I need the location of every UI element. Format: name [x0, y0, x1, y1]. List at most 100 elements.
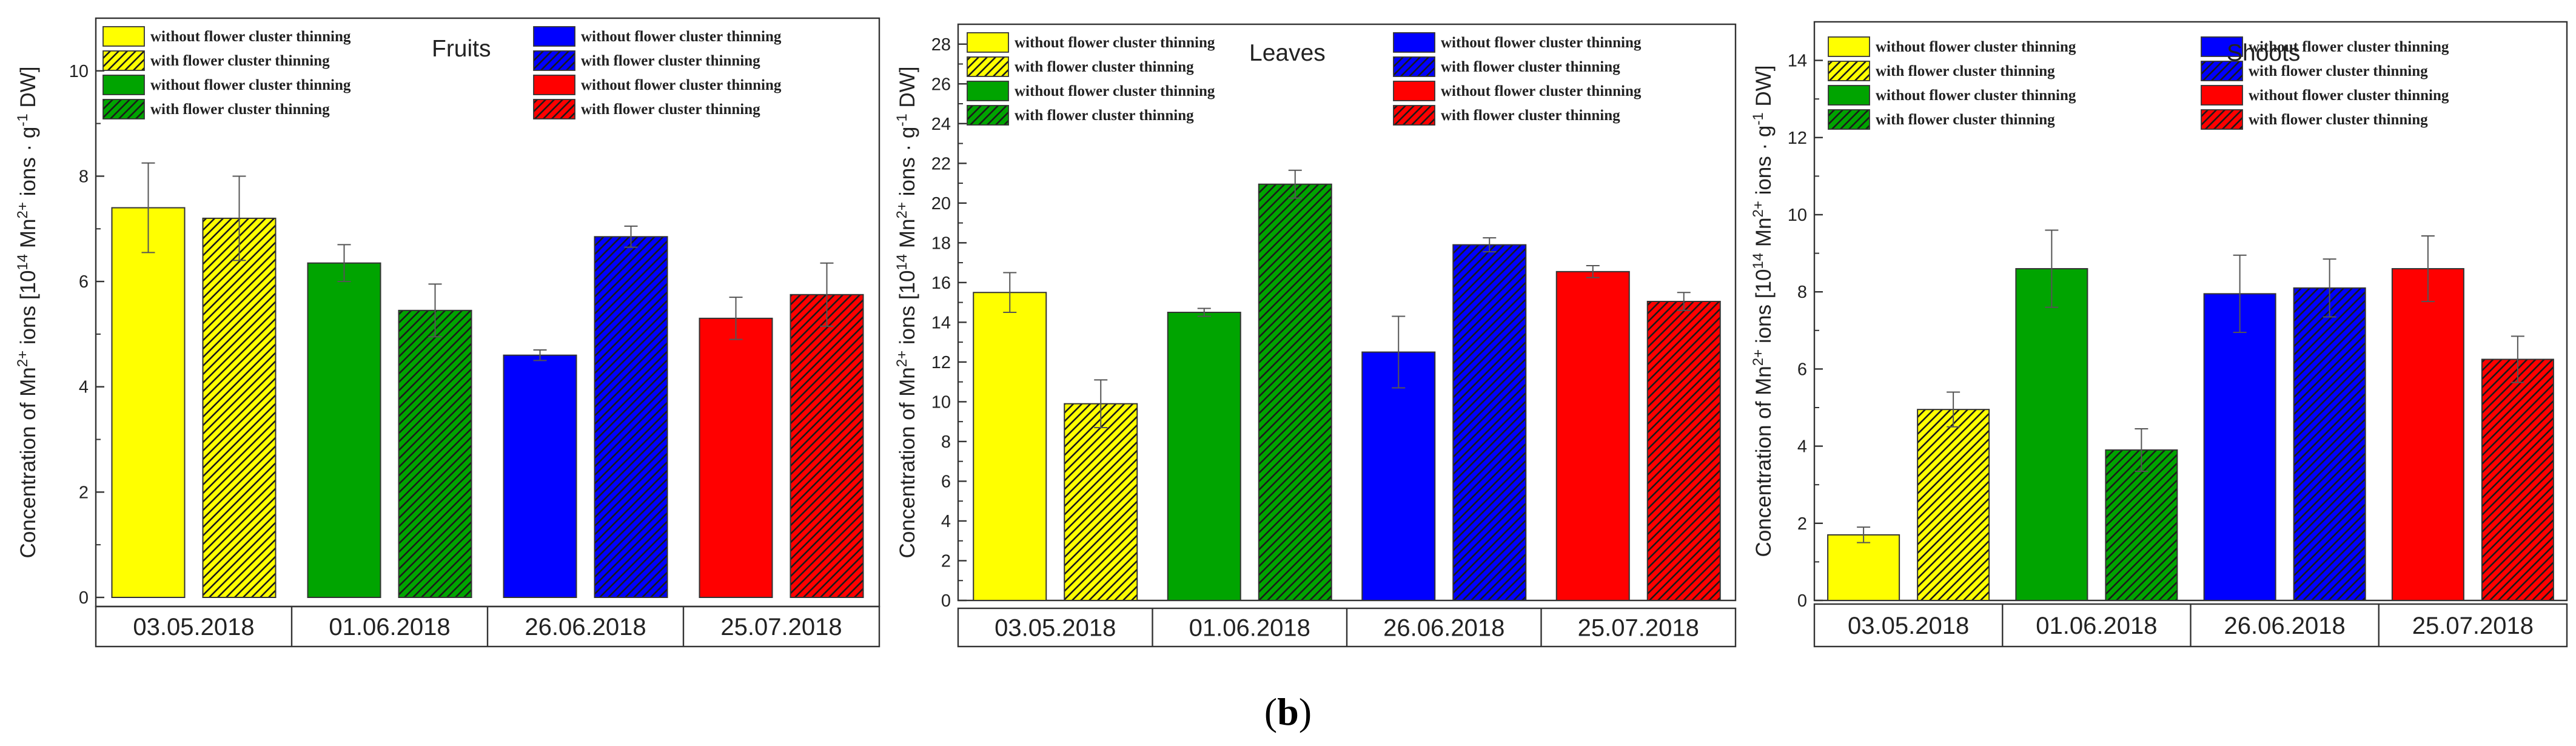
legend-label: with flower cluster thinning: [581, 53, 760, 69]
y-tick-label: 10: [69, 62, 89, 81]
bar-without-thinning-1: [973, 292, 1047, 601]
legend-label: without flower cluster thinning: [1015, 83, 1215, 99]
bar-with-thinning-4: [2481, 358, 2554, 601]
category-label: 03.05.2018: [1848, 613, 1969, 639]
legend-swatch-yellow-hatched: [1828, 61, 1870, 81]
figure-caption: (b): [1264, 690, 1312, 733]
bar-without-thinning-4: [1555, 271, 1630, 601]
legend-label: with flower cluster thinning: [1876, 63, 2055, 79]
y-tick-label: 8: [941, 432, 951, 452]
bar-without-thinning-1: [111, 207, 186, 598]
legend-label: with flower cluster thinning: [150, 101, 330, 118]
legend-swatch-yellow: [102, 26, 145, 47]
y-tick-label: 0: [1797, 591, 1807, 611]
legend-swatch-blue-hatched: [1393, 56, 1435, 77]
bar-with-thinning-3: [1452, 244, 1527, 602]
y-tick-label: 2: [79, 483, 89, 502]
y-tick-label: 28: [931, 35, 951, 55]
y-tick-label: 4: [941, 512, 951, 531]
legend-swatch-red: [2201, 85, 2243, 106]
plot-frame: [1813, 21, 2568, 602]
y-tick-label: 14: [931, 313, 951, 332]
bar-without-thinning-2: [307, 262, 381, 599]
legend-swatch-green: [1828, 85, 1870, 106]
y-tick-label: 26: [931, 75, 951, 94]
category-label: 26.06.2018: [1383, 615, 1504, 642]
y-tick-label: 22: [931, 154, 951, 173]
legend-swatch-red: [1393, 81, 1435, 101]
y-tick-label: 2: [941, 551, 951, 571]
y-tick-label: 14: [1788, 52, 1807, 71]
y-tick-label: 6: [79, 272, 89, 292]
y-tick-label: 8: [1797, 283, 1807, 302]
y-tick-label: 8: [79, 167, 89, 186]
bar-without-thinning-2: [1167, 312, 1241, 601]
y-tick-label: 6: [1797, 360, 1807, 379]
legend-swatch-yellow: [967, 32, 1009, 53]
bar-without-thinning-4: [2391, 268, 2464, 602]
legend-swatch-red: [533, 75, 575, 95]
y-tick-label: 0: [79, 588, 89, 608]
legend-label: without flower cluster thinning: [2249, 39, 2449, 55]
bar-with-thinning-1: [1064, 403, 1138, 601]
legend-label: without flower cluster thinning: [150, 77, 351, 93]
y-tick-label: 20: [931, 194, 951, 213]
category-label: 25.07.2018: [2412, 613, 2534, 639]
y-tick-label: 12: [931, 353, 951, 372]
bar-without-thinning-1: [1827, 534, 1900, 602]
legend-label: with flower cluster thinning: [1015, 59, 1194, 75]
legend-label: with flower cluster thinning: [581, 101, 760, 118]
panel-title: Fruits: [432, 36, 491, 62]
bar-without-thinning-4: [699, 317, 773, 598]
legend-label: without flower cluster thinning: [1876, 87, 2076, 104]
legend-label: with flower cluster thinning: [1441, 59, 1620, 75]
bar-with-thinning-1: [202, 217, 277, 598]
bar-with-thinning-2: [1258, 183, 1332, 601]
legend-swatch-red-hatched: [533, 99, 575, 119]
plot-frame: [957, 23, 1737, 602]
legend-label: with flower cluster thinning: [1441, 107, 1620, 124]
y-tick-label: 10: [1788, 206, 1807, 225]
y-tick-label: 18: [931, 234, 951, 253]
legend-swatch-blue: [1393, 32, 1435, 53]
legend-swatch-red-hatched: [1393, 105, 1435, 126]
y-axis-label: Concentration of Mn2+ ions [1014 Mn2+ io…: [15, 67, 40, 559]
panel-title: Leaves: [1249, 40, 1326, 66]
legend-swatch-green-hatched: [102, 99, 145, 119]
legend-swatch-blue: [2201, 36, 2243, 57]
bar-without-thinning-3: [1361, 351, 1436, 601]
category-label: 03.05.2018: [995, 615, 1116, 642]
legend-label: with flower cluster thinning: [1015, 107, 1194, 124]
legend-label: without flower cluster thinning: [1015, 35, 1215, 51]
legend-swatch-green-hatched: [967, 105, 1009, 126]
y-tick-label: 4: [79, 378, 89, 397]
y-axis-label: Concentration of Mn2+ ions [1014 Mn2+ io…: [894, 67, 919, 559]
legend-label: without flower cluster thinning: [1441, 83, 1642, 99]
legend-label: without flower cluster thinning: [1441, 35, 1642, 51]
legend-label: without flower cluster thinning: [1876, 39, 2076, 55]
category-label: 25.07.2018: [720, 614, 842, 640]
panel-shoots: 0 2 4 6 8 10 12 14 Concentration of Mn2+ ions [1…: [1750, 21, 2568, 648]
legend-label: with flower cluster thinning: [150, 53, 330, 69]
bar-with-thinning-4: [790, 294, 864, 598]
legend-label: without flower cluster thinning: [581, 29, 782, 45]
y-tick-label: 16: [931, 274, 951, 293]
legend-swatch-green: [102, 75, 145, 95]
legend-swatch-green: [967, 81, 1009, 101]
legend-swatch-yellow: [1828, 36, 1870, 57]
legend-swatch-blue: [533, 26, 575, 47]
y-axis-label: Concentration of Mn2+ ions [1014 Mn2+ io…: [1750, 66, 1776, 557]
y-tick-label: 24: [931, 115, 951, 134]
legend-label: with flower cluster thinning: [2249, 63, 2428, 79]
legend-label: with flower cluster thinning: [2249, 112, 2428, 128]
legend-swatch-blue-hatched: [2201, 61, 2243, 81]
panel-title: Shoots: [2227, 40, 2300, 66]
bar-without-thinning-3: [503, 354, 577, 598]
bar-with-thinning-2: [398, 309, 472, 598]
y-tick-label: 12: [1788, 129, 1807, 148]
bar-without-thinning-2: [2015, 268, 2088, 602]
y-tick-label: 0: [941, 591, 951, 611]
legend-swatch-yellow-hatched: [102, 50, 145, 71]
legend-label: without flower cluster thinning: [150, 29, 351, 45]
